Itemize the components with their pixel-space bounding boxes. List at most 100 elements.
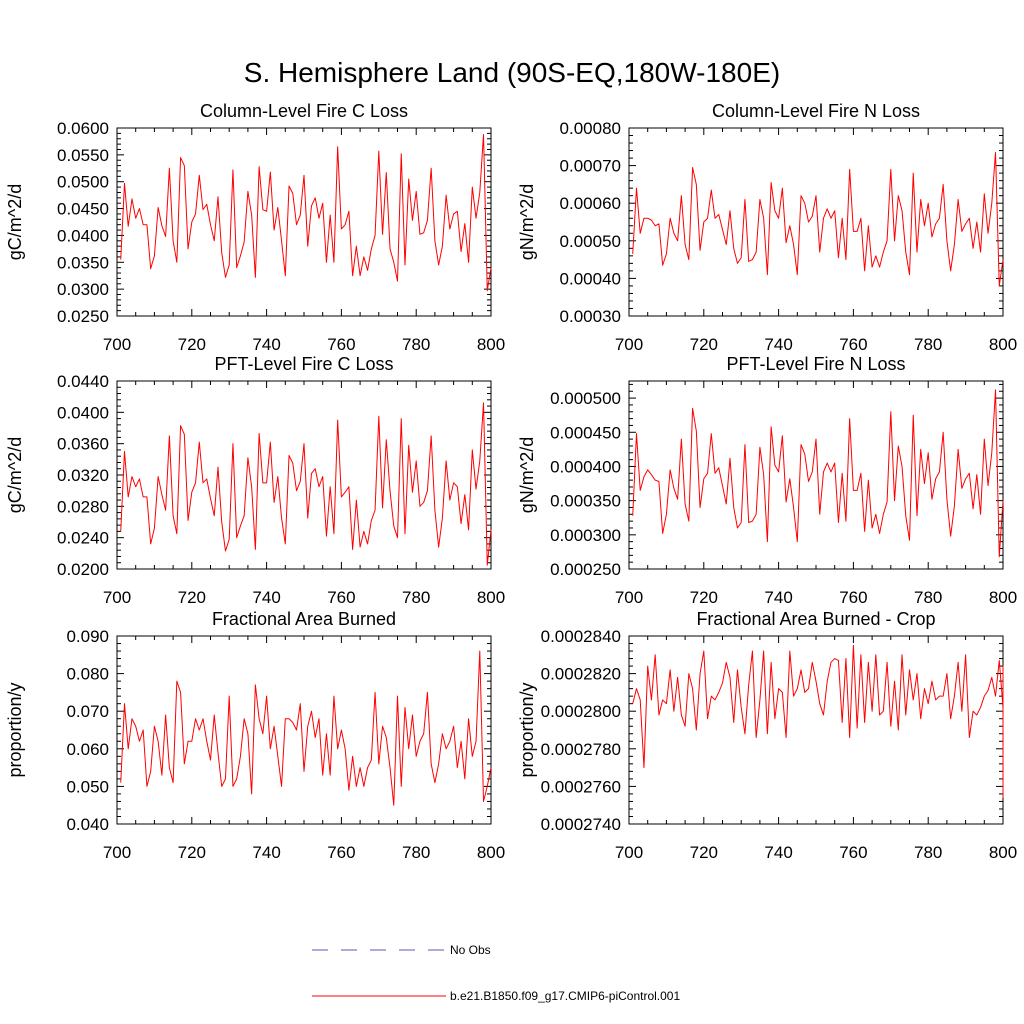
- panel-title: Column-Level Fire C Loss: [200, 101, 408, 121]
- x-tick-label: 740: [252, 588, 280, 607]
- y-tick-label: 0.0500: [57, 173, 109, 192]
- x-tick-label: 780: [914, 335, 942, 354]
- y-tick-label: 0.0550: [57, 146, 109, 165]
- x-tick-label: 800: [477, 588, 505, 607]
- y-tick-label: 0.040: [66, 815, 109, 834]
- y-axis-label: gC/m^2/d: [5, 184, 25, 260]
- y-tick-label: 0.000300: [550, 526, 621, 545]
- series-line: [632, 151, 1004, 287]
- y-tick-label: 0.0440: [57, 372, 109, 391]
- y-tick-label: 0.00050: [560, 232, 621, 251]
- panel-1: Column-Level Fire C Loss gC/m^2/d 700 720 74…: [5, 101, 505, 354]
- panel-3: PFT-Level Fire C Loss gC/m^2/d 700 720 740 76…: [5, 354, 505, 607]
- y-tick-label: 0.000400: [550, 457, 621, 476]
- legend: No Obs b.e21.B1850.f09_g17.CMIP6-piContr…: [312, 943, 680, 1003]
- plot-frame: [116, 380, 492, 570]
- y-tick-label: 0.000500: [550, 389, 621, 408]
- y-tick-label: 0.0200: [57, 560, 109, 579]
- y-tick-label: 0.0002740: [541, 815, 621, 834]
- y-tick-label: 0.0450: [57, 200, 109, 219]
- x-tick-label: 720: [178, 843, 206, 862]
- plot-frame: [116, 127, 492, 317]
- x-tick-label: 780: [402, 843, 430, 862]
- y-tick-label: 0.0400: [57, 226, 109, 245]
- panel-2: Column-Level Fire N Loss gN/m^2/d 700 720 74…: [517, 101, 1017, 354]
- x-tick-label: 740: [252, 335, 280, 354]
- y-tick-label: 0.0360: [57, 435, 109, 454]
- y-tick-label: 0.0002820: [541, 665, 621, 684]
- y-tick-label: 0.0002840: [541, 627, 621, 646]
- x-tick-label: 740: [764, 588, 792, 607]
- x-tick-label: 700: [615, 843, 643, 862]
- panel-4: PFT-Level Fire N Loss gN/m^2/d 700 720 740 76…: [517, 354, 1017, 607]
- legend-label-no-obs: No Obs: [450, 943, 491, 957]
- y-axis-label: gN/m^2/d: [517, 184, 537, 260]
- x-tick-label: 740: [252, 843, 280, 862]
- x-tick-label: 760: [327, 335, 355, 354]
- y-tick-label: 0.0002760: [541, 777, 621, 796]
- panel-6: Fractional Area Burned - Crop proportion/…: [517, 609, 1017, 862]
- x-tick-label: 740: [764, 335, 792, 354]
- y-tick-label: 0.080: [66, 665, 109, 684]
- x-tick-label: 720: [178, 335, 206, 354]
- y-tick-label: 0.050: [66, 777, 109, 796]
- y-axis-label: gC/m^2/d: [5, 437, 25, 513]
- y-tick-label: 0.0400: [57, 403, 109, 422]
- x-tick-label: 700: [103, 335, 131, 354]
- y-axis-label: gN/m^2/d: [517, 437, 537, 513]
- y-tick-label: 0.0300: [57, 280, 109, 299]
- x-tick-label: 720: [690, 843, 718, 862]
- y-tick-label: 0.00070: [560, 157, 621, 176]
- y-tick-label: 0.00030: [560, 307, 621, 326]
- y-tick-label: 0.000250: [550, 560, 621, 579]
- x-tick-label: 780: [402, 335, 430, 354]
- x-tick-label: 700: [615, 335, 643, 354]
- x-tick-label: 760: [327, 843, 355, 862]
- y-tick-label: 0.0002800: [541, 702, 621, 721]
- x-tick-label: 700: [103, 843, 131, 862]
- x-tick-label: 800: [989, 588, 1017, 607]
- y-tick-label: 0.0320: [57, 466, 109, 485]
- x-tick-label: 760: [839, 843, 867, 862]
- legend-label-model-run: b.e21.B1850.f09_g17.CMIP6-piControl.001: [450, 989, 680, 1003]
- y-tick-label: 0.0350: [57, 253, 109, 272]
- plot-frame: [116, 635, 492, 825]
- y-tick-label: 0.060: [66, 740, 109, 759]
- panel-title: PFT-Level Fire C Loss: [214, 354, 393, 374]
- y-tick-label: 0.00040: [560, 269, 621, 288]
- series-line: [120, 133, 492, 292]
- panel-title: PFT-Level Fire N Loss: [726, 354, 905, 374]
- figure-title: S. Hemisphere Land (90S-EQ,180W-180E): [244, 57, 780, 88]
- y-tick-label: 0.00080: [560, 119, 621, 138]
- series-line: [120, 650, 492, 806]
- y-tick-label: 0.0280: [57, 497, 109, 516]
- y-tick-label: 0.0240: [57, 529, 109, 548]
- x-tick-label: 720: [690, 588, 718, 607]
- y-tick-label: 0.090: [66, 627, 109, 646]
- x-tick-label: 800: [477, 335, 505, 354]
- x-tick-label: 760: [839, 335, 867, 354]
- y-tick-label: 0.000350: [550, 492, 621, 511]
- panel-title: Fractional Area Burned - Crop: [696, 609, 935, 629]
- y-axis-label: proportion/y: [5, 682, 25, 777]
- y-tick-label: 0.000450: [550, 423, 621, 442]
- x-tick-label: 800: [989, 843, 1017, 862]
- x-tick-label: 700: [103, 588, 131, 607]
- x-tick-label: 740: [764, 843, 792, 862]
- panel-title: Column-Level Fire N Loss: [712, 101, 920, 121]
- x-tick-label: 780: [402, 588, 430, 607]
- x-tick-label: 780: [914, 843, 942, 862]
- x-tick-label: 760: [839, 588, 867, 607]
- x-tick-label: 720: [690, 335, 718, 354]
- x-tick-label: 780: [914, 588, 942, 607]
- y-axis-label: proportion/y: [517, 682, 537, 777]
- x-tick-label: 800: [989, 335, 1017, 354]
- x-tick-label: 700: [615, 588, 643, 607]
- plot-frame: [628, 635, 1004, 825]
- series-line: [632, 389, 1004, 558]
- x-tick-label: 720: [178, 588, 206, 607]
- series-line: [632, 644, 1004, 799]
- x-tick-label: 800: [477, 843, 505, 862]
- y-tick-label: 0.070: [66, 702, 109, 721]
- y-tick-label: 0.0600: [57, 119, 109, 138]
